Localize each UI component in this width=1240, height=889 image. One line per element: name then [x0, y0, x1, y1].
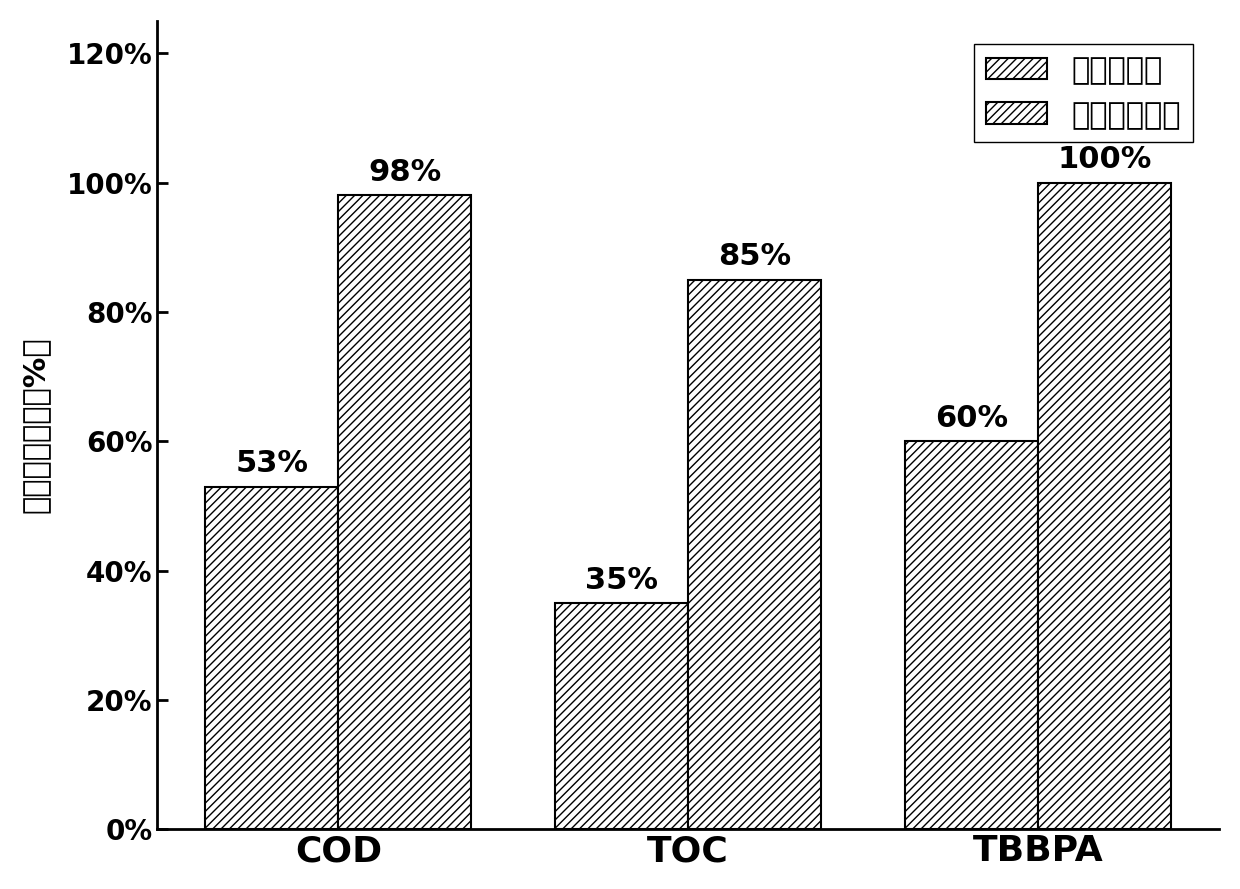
- Bar: [688, 279, 821, 829]
- Text: 85%: 85%: [718, 242, 791, 271]
- Bar: [556, 603, 688, 829]
- Y-axis label: 污染物去除率（%）: 污染物去除率（%）: [21, 337, 50, 513]
- Bar: [905, 441, 1038, 829]
- Bar: [1038, 182, 1171, 829]
- Text: 60%: 60%: [935, 404, 1008, 433]
- Text: 35%: 35%: [585, 565, 658, 595]
- Bar: [339, 196, 471, 829]
- Text: 98%: 98%: [368, 158, 441, 187]
- Bar: [206, 486, 339, 829]
- Text: 53%: 53%: [236, 449, 309, 478]
- Legend: 传统反应器, 本发明反应器: 传统反应器, 本发明反应器: [973, 44, 1193, 142]
- Text: 100%: 100%: [1058, 145, 1152, 174]
